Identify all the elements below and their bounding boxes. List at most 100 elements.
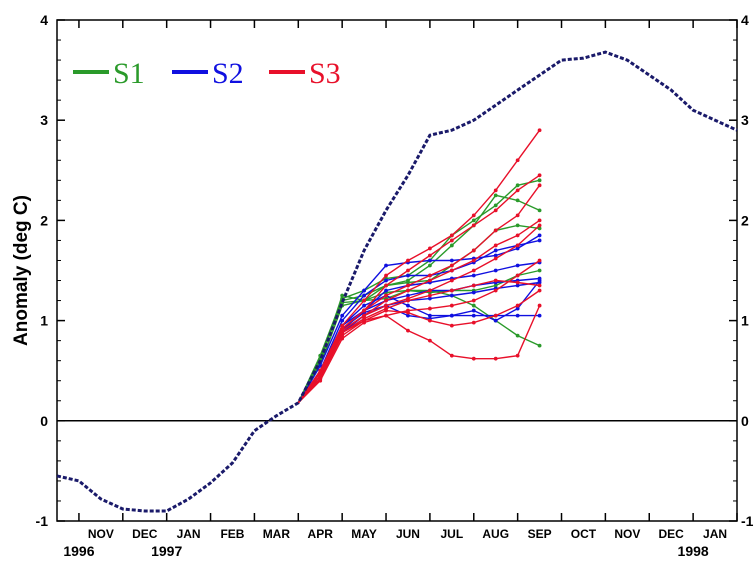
series-point-s3 xyxy=(428,253,432,258)
x-month-label: SEP xyxy=(528,527,552,541)
series-point-s3 xyxy=(471,356,476,361)
series-point-s1 xyxy=(515,198,520,203)
legend: S1 S2 S3 xyxy=(73,57,341,90)
y-tick-label-left: 2 xyxy=(40,212,48,228)
series-point-s3 xyxy=(406,268,410,273)
series-point-s2 xyxy=(537,313,542,318)
x-month-label: JUL xyxy=(441,527,464,541)
y-axis-title: Anomaly (deg C) xyxy=(11,195,32,346)
series-point-s3 xyxy=(428,318,432,323)
series-point-s3 xyxy=(428,306,432,311)
series-point-s3 xyxy=(384,283,388,288)
series-point-s1 xyxy=(449,243,454,248)
series-line-s3 xyxy=(297,259,540,404)
series-point-s2 xyxy=(362,288,366,293)
x-year-label: 1996 xyxy=(63,543,94,559)
legend-label-s2: S2 xyxy=(212,57,244,90)
series-point-s3 xyxy=(493,188,498,193)
series-point-s3 xyxy=(384,313,388,318)
series-point-s3 xyxy=(428,246,432,251)
series-point-s3 xyxy=(537,218,542,223)
series-point-s2 xyxy=(493,253,498,258)
series-point-s3 xyxy=(362,308,366,313)
series-point-s3 xyxy=(515,233,520,238)
x-month-label: DEC xyxy=(132,527,158,541)
series-point-s3 xyxy=(428,338,432,343)
series-point-s2 xyxy=(384,278,388,283)
x-month-label: JAN xyxy=(703,527,727,541)
series-point-s3 xyxy=(537,258,542,263)
series-point-s3 xyxy=(384,303,388,308)
series-point-s3 xyxy=(515,213,520,218)
y-tick-label-right: 4 xyxy=(741,12,749,28)
series-point-s2 xyxy=(428,313,432,318)
y-tick-label-right: -1 xyxy=(741,513,754,529)
series-point-s3 xyxy=(406,328,410,333)
series-point-s3 xyxy=(449,303,454,308)
y-tick-label-left: 3 xyxy=(40,112,48,128)
series-line-s3 xyxy=(297,224,541,404)
series-point-s3 xyxy=(406,258,410,263)
series-point-s3 xyxy=(406,288,410,293)
legend-label-s1: S1 xyxy=(113,57,145,90)
series-point-s3 xyxy=(340,336,345,341)
series-point-s2 xyxy=(340,318,345,323)
series-point-s3 xyxy=(471,320,476,325)
series-s3 xyxy=(297,128,542,404)
series-point-s1 xyxy=(537,343,542,348)
series-point-s3 xyxy=(493,208,498,213)
series-point-s1 xyxy=(340,293,345,298)
series-point-s3 xyxy=(537,183,542,188)
series-point-s3 xyxy=(515,243,520,248)
series-point-s3 xyxy=(493,256,498,261)
series-point-s2 xyxy=(384,288,388,293)
x-month-label: NOV xyxy=(614,527,640,541)
series-point-s3 xyxy=(493,288,498,293)
series-point-s3 xyxy=(493,228,498,233)
series-line-s3 xyxy=(297,174,540,404)
series-s3 xyxy=(297,288,542,404)
series-point-s3 xyxy=(493,313,498,318)
series-point-s2 xyxy=(471,273,476,278)
y-tick-label-right: 2 xyxy=(741,212,749,228)
series-point-s2 xyxy=(471,290,476,295)
series-point-s3 xyxy=(428,278,432,283)
series-point-s1 xyxy=(493,193,498,198)
x-month-label: MAR xyxy=(263,527,291,541)
series-line-s3 xyxy=(297,184,541,404)
series-point-s1 xyxy=(515,183,520,188)
series-point-s3 xyxy=(493,243,498,248)
series-point-s3 xyxy=(340,326,345,331)
series-point-s2 xyxy=(318,363,323,368)
x-month-label: DEC xyxy=(659,527,685,541)
x-month-label: MAY xyxy=(351,527,377,541)
y-tick-label-left: 4 xyxy=(40,12,48,28)
series-point-s3 xyxy=(537,173,542,178)
series-point-s3 xyxy=(428,273,432,278)
series-point-s3 xyxy=(449,233,454,238)
series-point-s3 xyxy=(515,273,520,278)
axes-frame: -1 -1 0 0 1 1 2 2 3 3 4 4 NOV DEC JAN FEB MAR APR MAY JUN JU… xyxy=(36,12,754,559)
series-point-s1 xyxy=(471,218,476,223)
series-line-s1 xyxy=(297,224,540,404)
series-point-s2 xyxy=(515,263,520,268)
series-point-s3 xyxy=(537,223,542,228)
series-point-s3 xyxy=(406,308,410,313)
series-line-s2 xyxy=(297,239,540,404)
x-month-label: NOV xyxy=(88,527,114,541)
series-point-s2 xyxy=(493,268,498,273)
series-point-s3 xyxy=(362,313,366,318)
series-point-s3 xyxy=(471,213,476,218)
series-line-s2 xyxy=(297,234,540,404)
series-point-s2 xyxy=(493,318,498,323)
y-tick-label-right: 1 xyxy=(741,313,749,329)
series-point-s3 xyxy=(384,298,388,303)
series-point-s1 xyxy=(406,280,410,285)
series-point-s3 xyxy=(449,268,454,273)
series-point-s3 xyxy=(515,280,520,285)
plot-frame xyxy=(56,19,738,522)
series-point-s3 xyxy=(493,356,498,361)
observed-line xyxy=(56,50,738,513)
series-point-s2 xyxy=(537,278,542,283)
series-s1 xyxy=(297,223,542,404)
